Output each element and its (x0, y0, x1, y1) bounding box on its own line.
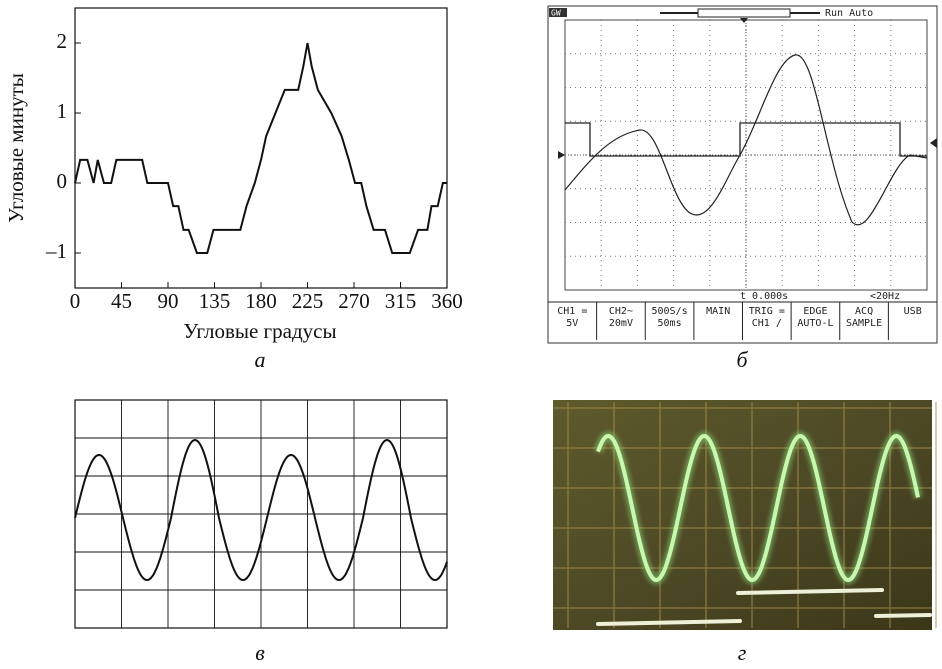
square-wave (565, 122, 927, 157)
sine-trace (564, 54, 928, 226)
menu-label: 20mV (609, 318, 633, 329)
scope-bar-window (697, 8, 791, 18)
photo-line (596, 619, 742, 626)
menu-label: 50ms (658, 318, 682, 329)
menu-label: CH1 / (752, 318, 782, 329)
caption: б (736, 347, 748, 372)
menu-label: USB (904, 306, 922, 317)
menu-label: CH1 = (557, 306, 587, 317)
menu-label: 5V (566, 318, 578, 329)
scope-screen: GW Run Auto t 0.000s <20Hz CH1 =5V CH2~20… (547, 5, 938, 344)
sine-panel (74, 399, 448, 629)
menu-label: AUTO-L (797, 318, 833, 329)
ch-marker (558, 151, 565, 159)
x-tick-label: 45 (111, 289, 132, 313)
x-axis-label: Угловые градусы (183, 319, 336, 343)
caption: в (255, 640, 265, 665)
y-tick-label: 0 (57, 169, 68, 193)
sine-wave (74, 438, 448, 582)
x-tick-label: 360 (431, 289, 463, 313)
x-tick-label: 180 (245, 289, 277, 313)
trigger-marker (740, 18, 748, 23)
x-tick-label: 270 (338, 289, 370, 313)
menu-label: SAMPLE (846, 318, 882, 329)
plot-frame (74, 7, 448, 289)
menu-label: MAIN (706, 306, 730, 317)
photo-panel (553, 400, 937, 630)
photo-line (874, 613, 932, 618)
scope-header: GW (551, 9, 561, 18)
menu-label: CH2~ (609, 306, 633, 317)
panel-grid (75, 400, 447, 628)
photo-line (736, 588, 884, 595)
menu-label: ACQ (855, 306, 873, 317)
y-axis-label: Угловые минуты (4, 73, 28, 223)
caption: г (738, 640, 747, 665)
menu-label: TRIG = (749, 306, 785, 317)
photo-wave (596, 433, 920, 583)
x-tick-label: 315 (385, 289, 417, 313)
scope-mode: Run Auto (825, 8, 873, 19)
line (74, 42, 447, 254)
photo-grid (553, 402, 937, 628)
scope-time: t 0.000s (740, 291, 788, 302)
y-tick-label: –1 (45, 239, 67, 263)
x-tick-label: 225 (292, 289, 324, 313)
trig-level-marker (930, 138, 937, 148)
menu-label: 500S/s (652, 306, 688, 317)
menu-label: EDGE (803, 306, 827, 317)
caption: а (255, 347, 266, 372)
y-tick-label: 1 (57, 99, 68, 123)
scope-freq: <20Hz (870, 291, 900, 302)
x-tick-label: 135 (199, 289, 231, 313)
x-tick-label: 90 (158, 289, 179, 313)
x-tick-label: 0 (70, 289, 81, 313)
scope-badge (549, 8, 567, 17)
y-tick-label: 2 (57, 29, 68, 53)
